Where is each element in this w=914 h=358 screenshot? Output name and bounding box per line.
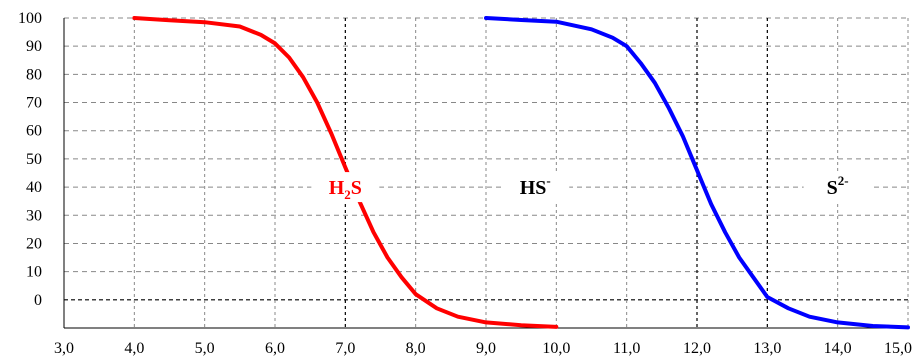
y-tick-label: 0	[34, 292, 42, 309]
x-tick-label: 9,0	[476, 340, 496, 357]
annotation-bg	[501, 172, 570, 203]
y-tick-label: 80	[26, 66, 42, 83]
x-tick-label: 13,0	[753, 340, 781, 357]
x-tick-label: 5,0	[195, 340, 215, 357]
y-tick-label: 10	[26, 264, 42, 281]
y-tick-label: 30	[26, 207, 42, 224]
x-tick-label: 8,0	[406, 340, 426, 357]
x-tick-label: 11,0	[613, 340, 640, 357]
y-tick-label: 90	[26, 38, 42, 55]
x-tick-label: 12,0	[683, 340, 711, 357]
y-tick-label: 70	[26, 95, 42, 112]
annotation-bg	[803, 172, 872, 203]
y-tick-label: 50	[26, 151, 42, 168]
annotation-label: HS-	[520, 173, 551, 199]
y-tick-label: 60	[26, 123, 42, 140]
x-tick-label: 7,0	[335, 340, 355, 357]
x-tick-label: 3,0	[54, 340, 74, 357]
series-line-2	[484, 16, 910, 330]
annotation-label: S2-	[827, 173, 849, 199]
x-tick-label: 15,0	[884, 340, 912, 357]
x-tick-label: 10,0	[542, 340, 570, 357]
y-tick-label: 40	[26, 179, 42, 196]
x-tick-label: 4,0	[124, 340, 144, 357]
y-tick-label: 100	[18, 10, 42, 27]
annotation-bg	[311, 172, 380, 203]
x-tick-label: 6,0	[265, 340, 285, 357]
annotation-label: H2S	[329, 177, 362, 202]
series-line-1	[132, 16, 559, 329]
y-tick-label: 20	[26, 235, 42, 252]
x-tick-label: 14,0	[824, 340, 852, 357]
